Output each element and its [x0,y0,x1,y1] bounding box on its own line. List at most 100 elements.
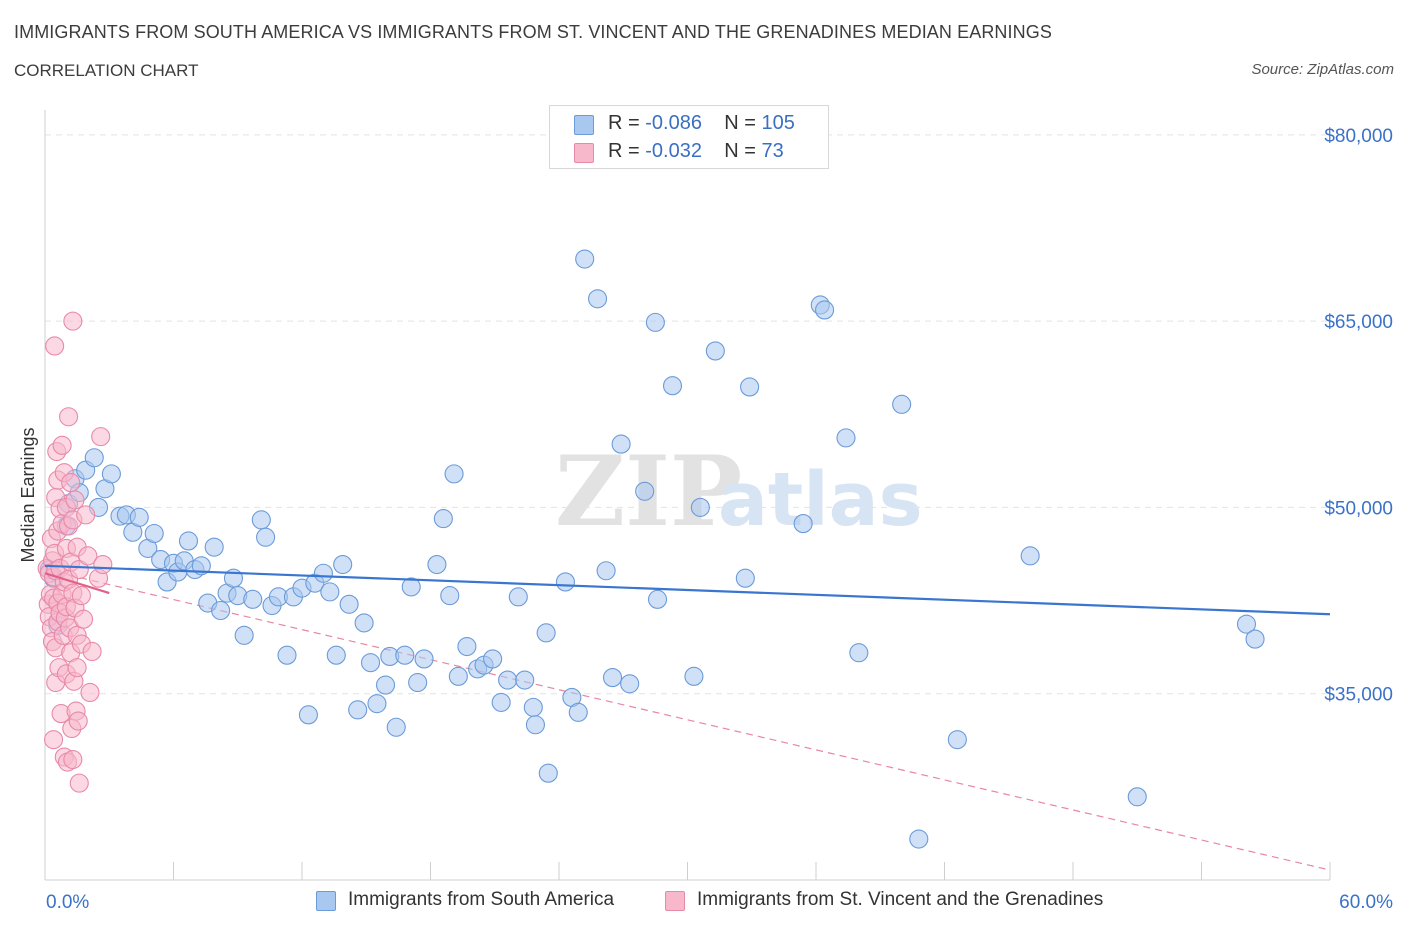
point-south-america [735,568,755,588]
chart-subtitle: CORRELATION CHART [14,61,199,80]
correlation-legend: R = -0.086 N = 105 R = -0.032 N = 73 [549,105,829,169]
point-south-america [568,702,588,722]
point-south-america [191,556,211,576]
point-south-america [525,715,545,735]
point-st-vincent [45,336,65,356]
point-south-america [243,589,263,609]
point-south-america [587,289,608,309]
point-south-america [947,730,967,750]
point-south-america [1245,629,1265,649]
point-south-america [313,563,333,583]
point-st-vincent [69,559,89,580]
r-value: -0.032 [645,140,702,162]
point-south-america [793,514,813,534]
point-south-america [444,464,464,484]
point-south-america [508,587,528,607]
point-st-vincent [91,427,111,447]
point-st-vincent [63,311,83,331]
point-south-america [498,670,518,690]
y-tick-label: $35,000 [1324,685,1393,706]
point-south-america [348,700,368,720]
point-south-america [909,829,929,849]
point-south-america [298,705,318,725]
point-south-america [740,377,760,397]
point-south-america [251,510,271,530]
source-label: Source: ZipAtlas.com [1251,61,1394,78]
n-label: N = [724,112,762,134]
trendline-st-vincent [44,572,110,595]
point-south-america [360,653,381,673]
point-south-america [602,668,623,688]
r-label: R = [608,112,646,134]
r-label: R = [608,140,646,162]
point-st-vincent [59,407,79,427]
point-st-vincent [71,586,91,606]
x-tick-label: 60.0% [1339,892,1393,913]
point-st-vincent [76,505,96,525]
point-south-america [892,394,912,414]
point-south-america [836,428,856,448]
legend-swatch-st-vincent [574,143,594,163]
point-south-america [375,675,396,695]
point-south-america [536,623,556,643]
point-st-vincent [52,435,72,455]
point-south-america [620,674,640,694]
point-south-america [333,554,353,575]
point-south-america [684,666,704,686]
point-st-vincent [93,554,113,575]
series-label-south-america: Immigrants from South America [348,889,615,910]
r-value: -0.086 [645,112,702,134]
point-south-america [211,600,231,621]
series-swatch-st-vincent [665,891,685,911]
point-st-vincent [61,473,81,493]
point-south-america [440,586,460,606]
point-south-america [575,249,595,269]
point-south-america [277,645,297,665]
point-st-vincent [80,682,100,703]
x-tick-label: 0.0% [46,892,89,913]
point-south-america [596,561,616,581]
point-south-america [395,645,415,665]
n-label: N = [724,140,762,162]
point-st-vincent [44,730,64,750]
point-south-america [144,523,164,544]
y-tick-label: $65,000 [1324,312,1393,333]
point-south-america [386,717,406,737]
point-south-america [1020,546,1040,566]
point-south-america [611,434,631,454]
point-south-america [354,613,374,633]
point-south-america [815,300,835,320]
point-south-america [515,670,535,690]
point-south-america [849,643,869,663]
point-south-america [433,509,453,529]
point-south-america [204,537,224,557]
legend-swatch-south-america [574,115,594,135]
point-south-america [491,692,511,712]
point-south-america [367,694,387,714]
chart-title: IMMIGRANTS FROM SOUTH AMERICA VS IMMIGRA… [14,22,1052,42]
point-south-america [635,481,655,501]
point-south-america [256,527,276,547]
point-south-america [538,763,558,783]
n-value: 73 [761,140,784,162]
series-label-st-vincent: Immigrants from St. Vincent and the Gren… [697,889,1104,910]
point-south-america [1236,614,1257,634]
point-south-america [129,507,149,527]
trendline-south-america [44,564,1331,616]
point-st-vincent [65,490,85,510]
point-south-america [1127,787,1147,807]
point-south-america [555,572,575,592]
point-st-vincent [78,546,98,566]
point-south-america [427,554,447,575]
y-tick-label: $50,000 [1324,498,1393,519]
point-st-vincent [68,711,88,731]
point-south-america [101,464,121,484]
watermark-atlas: atlas [718,457,923,543]
point-south-america [662,376,683,396]
point-south-america [523,697,543,717]
point-south-america [408,672,428,693]
point-st-vincent [82,641,102,662]
point-st-vincent [74,609,94,629]
point-south-america [320,582,340,602]
